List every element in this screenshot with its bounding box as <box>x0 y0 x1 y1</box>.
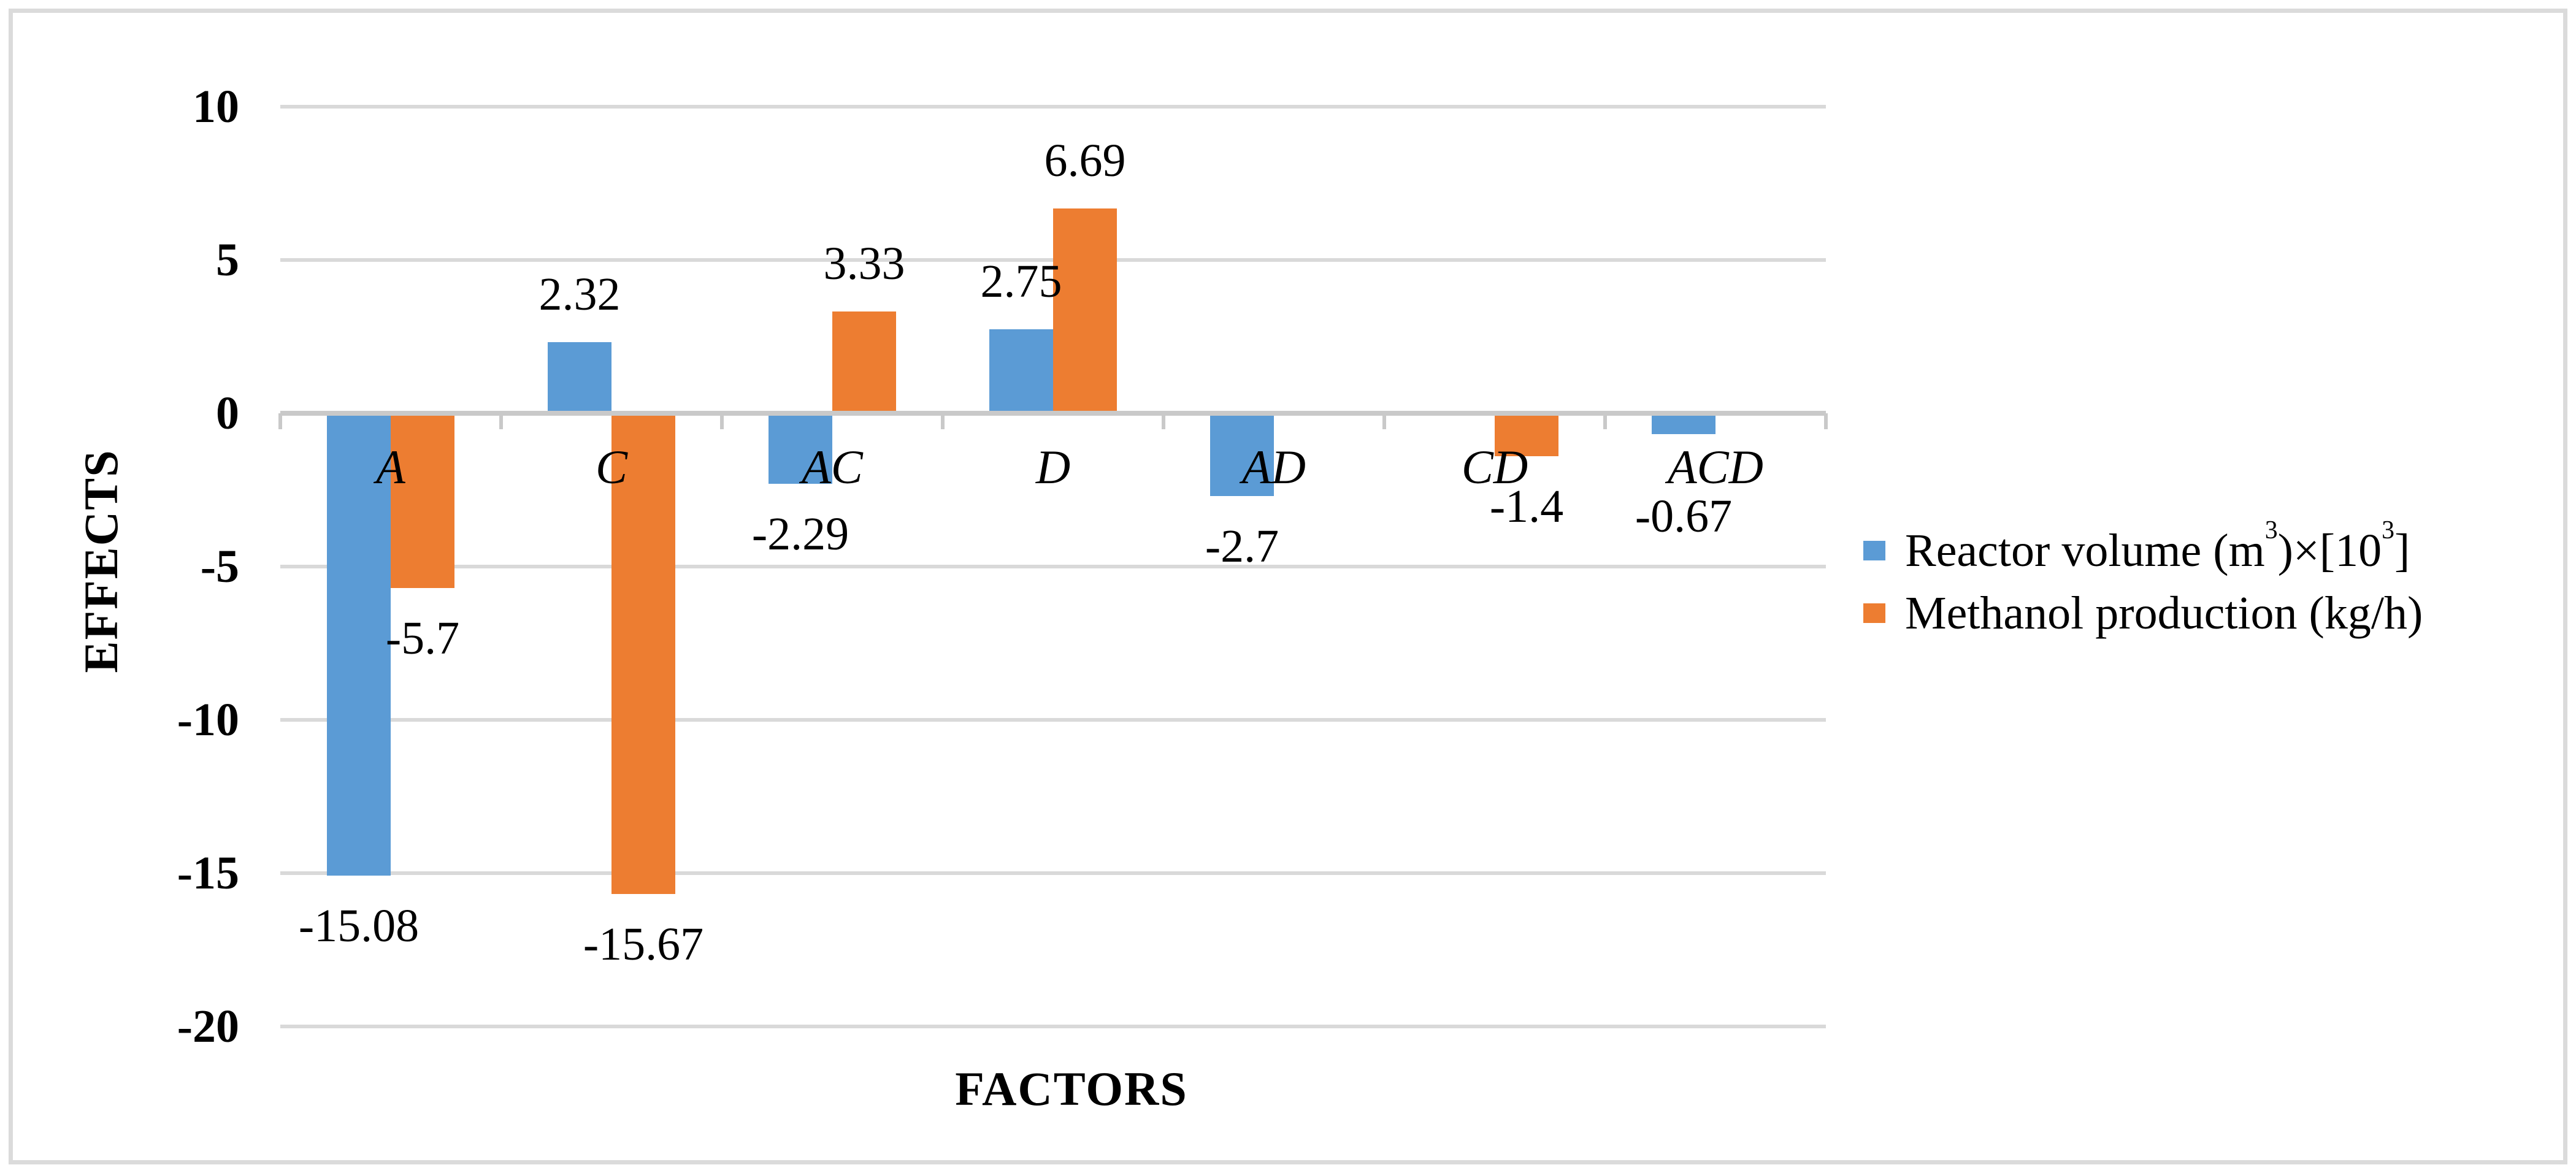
legend-label-superscript: 3 <box>2264 516 2278 544</box>
y-axis-tick-label: -20 <box>177 1001 239 1052</box>
x-axis-tick <box>720 413 724 429</box>
legend-label-superscript: 3 <box>2382 516 2394 544</box>
category-label: D <box>1035 440 1071 494</box>
legend-label: Methanol production (kg/h) <box>1905 589 2423 638</box>
gridline <box>280 565 1826 568</box>
x-axis-tick <box>941 413 945 429</box>
data-label: -5.7 <box>385 613 460 664</box>
bar-D-s0 <box>989 329 1053 413</box>
gridline <box>280 871 1826 875</box>
legend-label: Reactor volume (m3)×[103] <box>1905 518 2410 576</box>
category-label: A <box>376 440 405 494</box>
x-axis-tick <box>499 413 503 429</box>
legend-label-text: )×[10 <box>2277 525 2382 576</box>
data-label: 2.32 <box>539 269 621 320</box>
data-label: -1.4 <box>1489 481 1564 532</box>
bar-ACD-s0 <box>1652 413 1715 434</box>
legend-label-text: Methanol production (kg/h) <box>1905 587 2423 639</box>
bar-C-s1 <box>611 413 675 894</box>
y-axis-tick-label: -10 <box>177 694 239 746</box>
category-label: AD <box>1242 440 1306 494</box>
y-axis-tick-label: -15 <box>177 847 239 899</box>
gridline <box>280 718 1826 722</box>
category-label: CD <box>1461 440 1528 494</box>
y-axis-tick-label: 0 <box>216 388 239 439</box>
y-axis-tick-label: -5 <box>200 541 239 592</box>
legend-label-text: ] <box>2394 525 2410 576</box>
x-axis-line <box>280 411 1826 416</box>
bar-CD-s1 <box>1495 413 1558 456</box>
data-label: -2.7 <box>1205 521 1279 572</box>
category-label: ACD <box>1668 440 1763 494</box>
legend-swatch-methanol-production <box>1863 603 1885 623</box>
y-axis-tick-label: 5 <box>216 234 239 286</box>
x-axis-tick <box>1824 413 1828 429</box>
x-axis-tick <box>1162 413 1165 429</box>
data-label: 3.33 <box>823 237 905 289</box>
data-label: 6.69 <box>1044 134 1126 186</box>
bar-AC-s1 <box>832 311 896 413</box>
category-label: AC <box>802 440 863 494</box>
category-label: C <box>595 440 628 494</box>
bar-A-s0 <box>327 413 391 876</box>
bar-C-s0 <box>548 342 611 413</box>
x-axis-title: FACTORS <box>955 1062 1188 1115</box>
x-axis-tick <box>1603 413 1607 429</box>
x-axis-tick <box>1382 413 1386 429</box>
data-label: 2.75 <box>980 255 1062 307</box>
data-label: -2.29 <box>751 508 849 560</box>
bar-AC-s0 <box>769 413 832 484</box>
gridline <box>280 1025 1826 1028</box>
gridline <box>280 105 1826 109</box>
data-label: -0.67 <box>1635 490 1733 542</box>
bar-A-s1 <box>391 413 454 588</box>
data-label: -15.67 <box>583 918 704 970</box>
x-axis-tick <box>278 413 282 429</box>
data-label: -15.08 <box>298 900 420 952</box>
legend-swatch-reactor-volume <box>1863 541 1885 560</box>
bar-D-s1 <box>1053 208 1117 413</box>
legend-label-text: Reactor volume (m <box>1905 525 2265 576</box>
bar-AD-s0 <box>1210 413 1274 496</box>
y-axis-tick-label: 10 <box>193 81 239 132</box>
